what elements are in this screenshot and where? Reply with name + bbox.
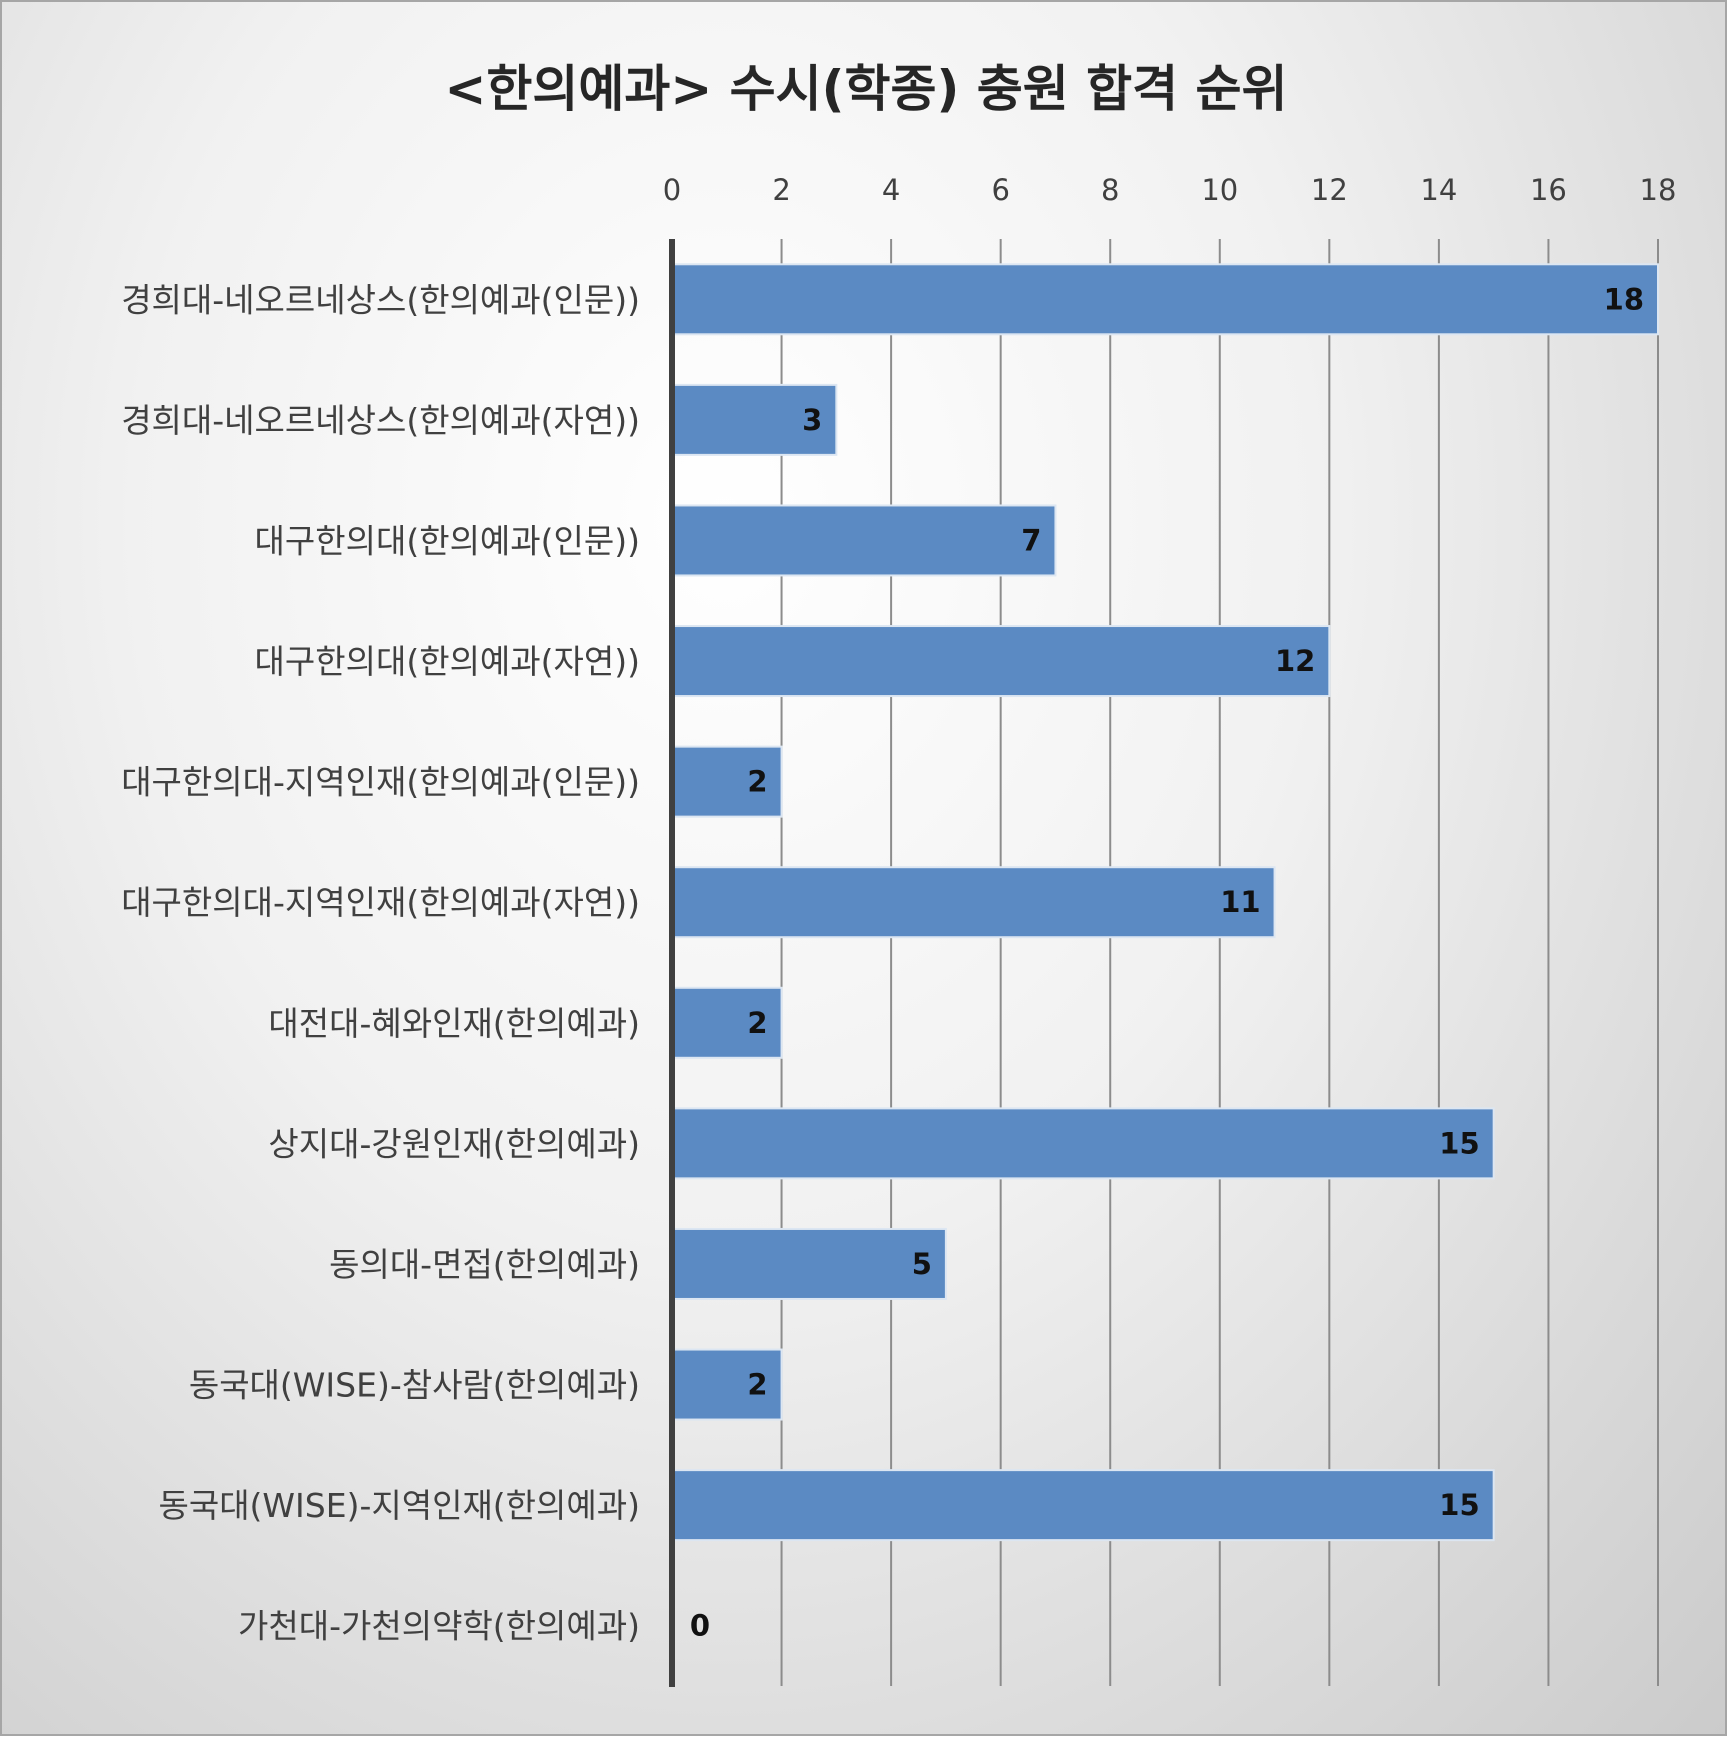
bar — [673, 1348, 783, 1421]
category-label: 경희대-네오르네상스(한의예과(인문)) — [121, 280, 640, 319]
category-label: 대구한의대(한의예과(인문)) — [255, 521, 640, 560]
data-label: 12 — [1275, 644, 1315, 678]
x-tick-label: 10 — [1201, 173, 1238, 207]
x-tick-label: 6 — [991, 173, 1009, 207]
x-tick-label: 14 — [1420, 173, 1457, 207]
data-label: 11 — [1220, 885, 1260, 919]
bar — [673, 1107, 1495, 1180]
bar — [673, 504, 1057, 577]
data-label: 15 — [1439, 1126, 1479, 1160]
gridlines — [780, 239, 1659, 1686]
x-tick-label: 18 — [1640, 173, 1677, 207]
bar — [673, 625, 1331, 698]
x-tick-label: 4 — [882, 173, 900, 207]
data-label: 0 — [690, 1609, 710, 1643]
x-tick-label: 8 — [1101, 173, 1119, 207]
category-label: 대전대-혜와인재(한의예과) — [268, 1004, 640, 1043]
bars — [673, 263, 1659, 1542]
category-label: 대구한의대-지역인재(한의예과(인문)) — [121, 763, 640, 802]
data-label: 2 — [747, 1006, 767, 1040]
bar — [673, 1227, 947, 1300]
data-label: 2 — [747, 1368, 767, 1402]
category-label: 상지대-강원인재(한의예과) — [268, 1124, 640, 1163]
data-label: 7 — [1021, 523, 1041, 557]
bar — [673, 1469, 1495, 1542]
bar — [673, 866, 1276, 939]
data-label: 2 — [747, 765, 767, 799]
data-labels: 18 3 7 12 2 11 2 15 5 2 15 0 — [690, 282, 1644, 1642]
x-tick-label: 2 — [772, 173, 790, 207]
category-label: 대구한의대(한의예과(자연)) — [255, 642, 640, 681]
category-label: 동국대(WISE)-지역인재(한의예과) — [158, 1486, 640, 1525]
x-tick-label: 12 — [1311, 173, 1348, 207]
data-label: 18 — [1604, 282, 1644, 316]
category-label: 경희대-네오르네상스(한의예과(자연)) — [121, 401, 640, 440]
x-axis-ticks: 0 2 4 6 8 10 12 14 16 18 — [663, 173, 1677, 207]
category-labels: 경희대-네오르네상스(한의예과(인문)) 경희대-네오르네상스(한의예과(자연))… — [121, 280, 640, 1645]
bar — [673, 383, 838, 456]
bar — [673, 263, 1659, 336]
x-tick-label: 0 — [663, 173, 681, 207]
category-label: 동의대-면접(한의예과) — [329, 1245, 640, 1284]
x-tick-label: 16 — [1530, 173, 1567, 207]
category-label: 동국대(WISE)-참사람(한의예과) — [189, 1366, 640, 1405]
data-label: 5 — [912, 1247, 932, 1281]
bar — [673, 986, 783, 1059]
chart-title: <한의예과> 수시(학종) 충원 합격 순위 — [444, 60, 1287, 118]
data-label: 15 — [1439, 1488, 1479, 1522]
data-label: 3 — [802, 403, 822, 437]
category-label: 대구한의대-지역인재(한의예과(자연)) — [121, 883, 640, 922]
category-label: 가천대-가천의약학(한의예과) — [238, 1607, 640, 1646]
